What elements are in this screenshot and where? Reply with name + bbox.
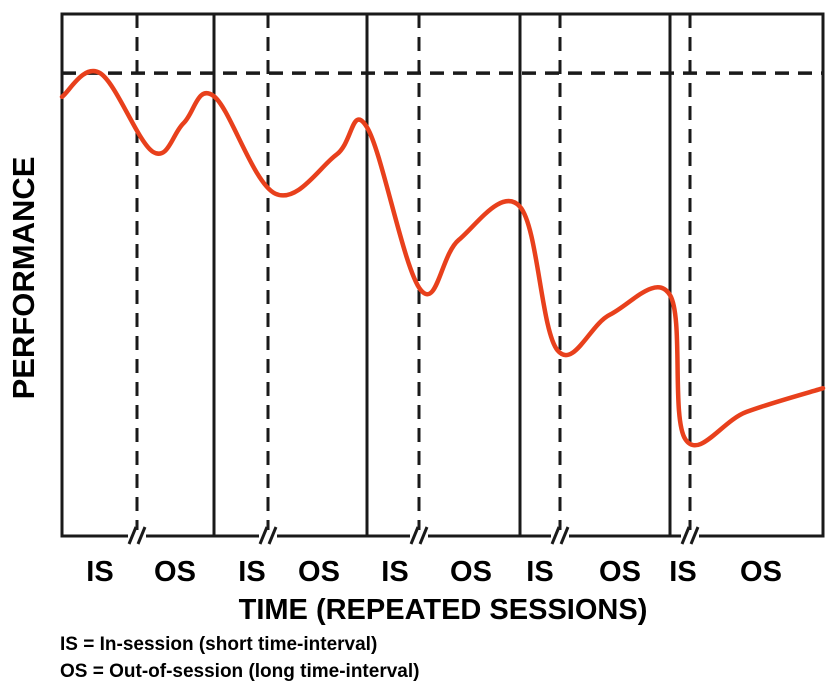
- phase-label-6: OS: [450, 556, 492, 588]
- axis-break-mark-1a: [127, 526, 138, 545]
- phase-label-2: OS: [154, 556, 196, 588]
- phase-label-1: IS: [86, 556, 113, 588]
- axis-break-mark-4a: [550, 526, 561, 545]
- x-axis-label: TIME (REPEATED SESSIONS): [239, 594, 648, 626]
- phase-label-10: OS: [740, 556, 782, 588]
- axis-break-mark-4b: [559, 526, 570, 545]
- axis-break-mark-2a: [258, 526, 269, 545]
- phase-label-4: OS: [298, 556, 340, 588]
- performance-curve: [59, 68, 826, 448]
- phase-labels: IS OS IS OS IS OS IS OS IS OS: [86, 556, 782, 588]
- legend-os-definition: OS = Out-of-session (long time-interval): [60, 661, 420, 682]
- axis-break-mark-3a: [409, 526, 420, 545]
- y-axis-label: PERFORMANCE: [6, 157, 41, 400]
- phase-label-3: IS: [238, 556, 265, 588]
- performance-curve-layer: [59, 68, 826, 448]
- plot-border: [60, 12, 825, 538]
- phase-label-7: IS: [526, 556, 553, 588]
- legend-is-definition: IS = In-session (short time-interval): [60, 634, 378, 655]
- axis-breaks: [127, 526, 700, 545]
- plot-frame: [60, 12, 825, 538]
- phase-label-5: IS: [381, 556, 408, 588]
- phase-label-8: OS: [599, 556, 641, 588]
- phase-label-9: IS: [669, 556, 696, 588]
- axis-break-mark-1b: [136, 526, 147, 545]
- session-dividers: [62, 14, 823, 536]
- axis-break-mark-5a: [680, 526, 691, 545]
- axis-break-mark-3b: [418, 526, 429, 545]
- axis-break-mark-5b: [689, 526, 700, 545]
- axis-break-mark-2b: [267, 526, 278, 545]
